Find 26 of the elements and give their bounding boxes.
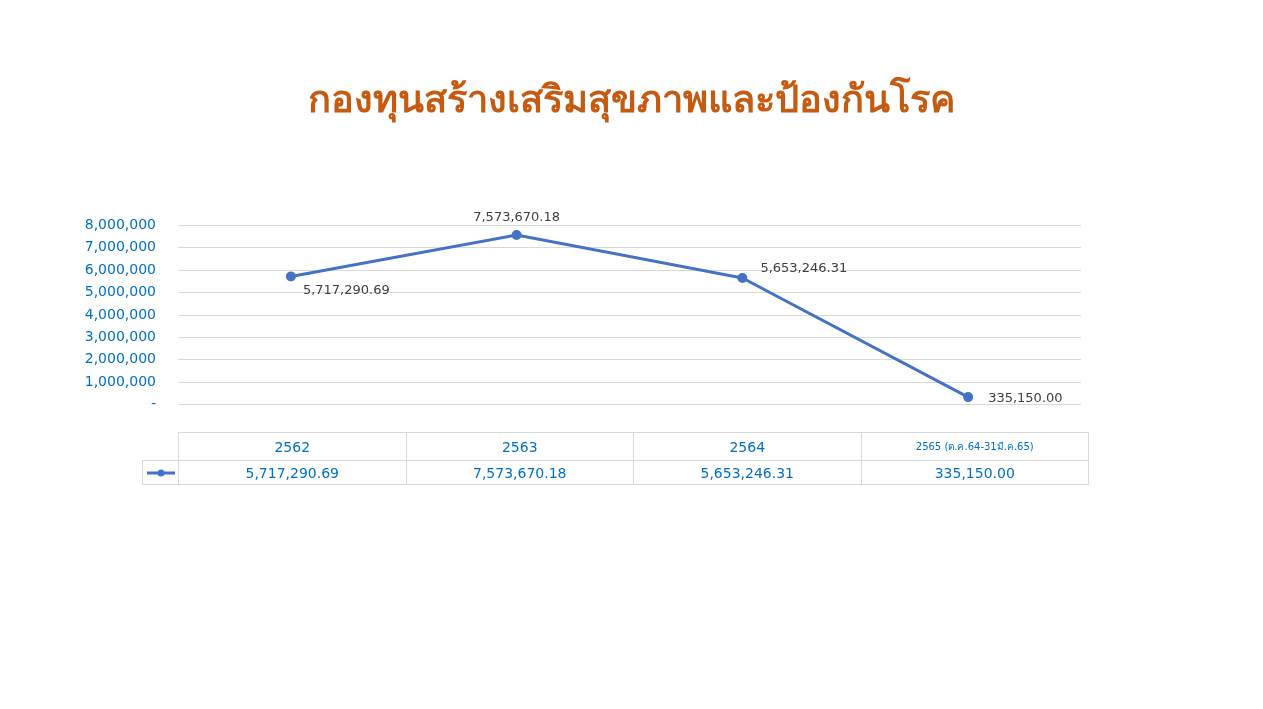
x-tick-label: 2563 [406, 432, 634, 461]
point [963, 392, 974, 403]
data-label: 335,150.00 [861, 460, 1089, 485]
y-tick-label: 7,000,000 [84, 238, 156, 255]
x-tick-label: 2565 (ต.ค.64-31มี.ค.65) [861, 432, 1089, 461]
point [285, 271, 296, 282]
y-tick-label: - [150, 395, 156, 412]
point [511, 229, 522, 240]
text: 5,653,246.31 [760, 260, 848, 276]
x-tick-label: 2562 [178, 432, 406, 461]
data-label: 5,717,290.69 [178, 460, 406, 485]
text: 335,150.00 [988, 390, 1063, 406]
text: 5,717,290.69 [302, 281, 390, 297]
y-tick-label: 5,000,000 [84, 283, 156, 300]
y-tick-label: 2,000,000 [84, 350, 156, 367]
y-tick-label: 8,000,000 [84, 216, 156, 233]
data-label: 7,573,670.18 [406, 460, 634, 485]
text: 7,573,670.18 [473, 209, 561, 225]
data-label: 5,653,246.31 [633, 460, 861, 485]
y-tick-label: 3,000,000 [84, 328, 156, 345]
point [737, 272, 748, 283]
x-tick-label: 2564 [633, 432, 861, 461]
chart-title: กองทุนสร้างเสริมสุขภาพและป้องกันโรค [307, 75, 956, 125]
y-tick-label: 4,000,000 [84, 305, 156, 322]
y-tick-label: 6,000,000 [84, 260, 156, 277]
y-tick-label: 1,000,000 [84, 372, 156, 389]
